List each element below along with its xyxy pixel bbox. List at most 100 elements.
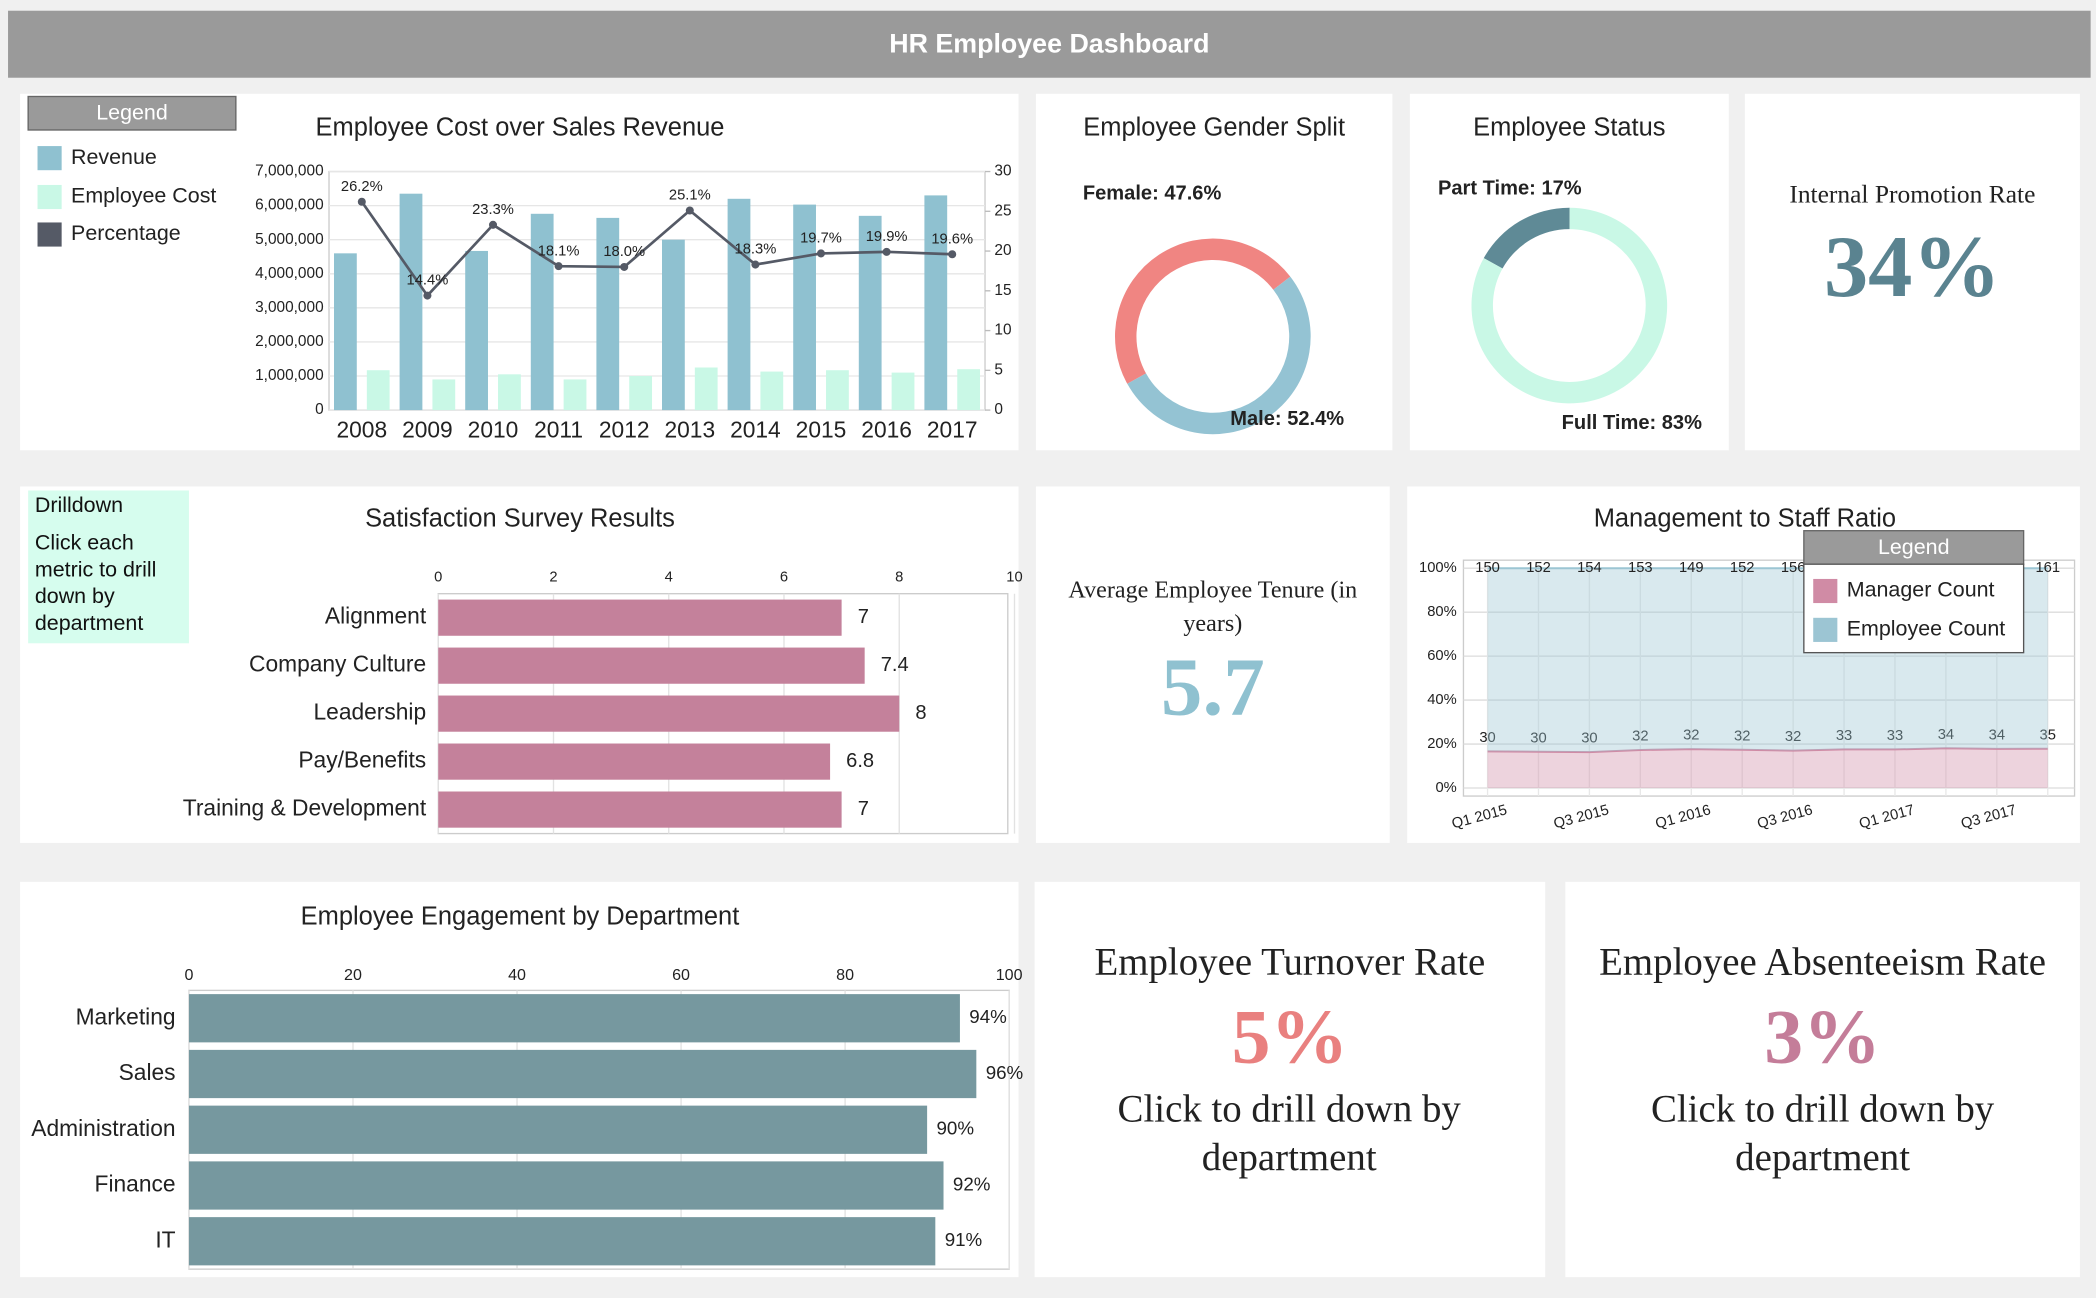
legend-label: Employee Cost bbox=[71, 184, 216, 208]
plot-frame bbox=[328, 170, 986, 411]
bar bbox=[858, 215, 882, 411]
bar bbox=[333, 253, 357, 411]
kpi-value: 5% bbox=[1231, 993, 1349, 1081]
data-label: 33 bbox=[1836, 728, 1852, 744]
bar bbox=[826, 370, 849, 411]
y2-tick-label: 25 bbox=[994, 202, 1011, 219]
data-label: 19.9% bbox=[866, 229, 908, 245]
kpi-label: Average Employee Tenure (in years) bbox=[1068, 576, 1358, 637]
x-tick-label: 2017 bbox=[927, 417, 978, 443]
y-tick-label: 1,000,000 bbox=[255, 367, 324, 384]
bar bbox=[438, 695, 900, 732]
x-tick-label: Q3 2016 bbox=[1756, 802, 1815, 832]
y-tick-label: 7,000,000 bbox=[255, 163, 324, 180]
data-label: 18.1% bbox=[538, 243, 580, 259]
drill-link[interactable]: Click to drill down by department bbox=[1117, 1088, 1461, 1180]
data-label: 33 bbox=[1887, 728, 1903, 744]
line-marker bbox=[620, 262, 629, 271]
data-label: 7 bbox=[858, 798, 869, 820]
bar bbox=[694, 367, 718, 411]
data-label: 92% bbox=[953, 1173, 991, 1194]
x-tick-label: 2015 bbox=[796, 417, 847, 443]
data-label: 14.4% bbox=[407, 273, 449, 289]
legend-label: Revenue bbox=[71, 145, 157, 169]
bar bbox=[188, 994, 960, 1043]
line-marker bbox=[816, 249, 826, 258]
panel[interactable] bbox=[1034, 881, 1546, 1278]
drilldown-text: Click each metric to drill down by depar… bbox=[34, 532, 157, 636]
donut-segment bbox=[1115, 238, 1291, 384]
data-label: 153 bbox=[1628, 560, 1653, 576]
bar bbox=[924, 195, 948, 411]
data-label: 35 bbox=[2040, 727, 2056, 743]
bar bbox=[188, 1217, 936, 1266]
y-tick-label: 4,000,000 bbox=[255, 265, 324, 282]
x-tick-label: Q1 2017 bbox=[1858, 802, 1917, 832]
bar bbox=[662, 239, 685, 411]
bar bbox=[438, 743, 831, 780]
y-tick-label: 100% bbox=[1419, 560, 1457, 576]
y-tick-label: Alignment bbox=[325, 603, 427, 629]
kpi-value: 3% bbox=[1764, 993, 1881, 1081]
data-label: 6.8 bbox=[846, 750, 874, 772]
x-tick-label: Q3 2015 bbox=[1552, 802, 1611, 832]
kpi-value: 5.7 bbox=[1160, 641, 1265, 734]
line-marker bbox=[685, 206, 694, 215]
legend-swatch bbox=[37, 184, 62, 210]
drill-link[interactable]: Click to drill down by department bbox=[1650, 1088, 1995, 1180]
x-tick-label: 2009 bbox=[402, 417, 453, 443]
y-tick-label: 80% bbox=[1427, 604, 1457, 620]
x-tick-label: 2010 bbox=[468, 417, 519, 443]
y-tick-label: 5,000,000 bbox=[255, 231, 324, 248]
data-label: Part Time: 17% bbox=[1438, 177, 1582, 199]
data-label: 156 bbox=[1781, 560, 1806, 576]
y-tick-label: IT bbox=[155, 1226, 175, 1252]
data-label: 32 bbox=[1683, 728, 1699, 744]
data-label: 161 bbox=[2035, 560, 2060, 576]
data-label: Female: 47.6% bbox=[1083, 183, 1222, 205]
bar bbox=[629, 376, 653, 411]
data-label: 26.2% bbox=[341, 179, 383, 195]
data-label: 96% bbox=[986, 1062, 1024, 1083]
drilldown-note: Drilldown Click each metric to drill dow… bbox=[28, 490, 189, 644]
kpi-value: 34% bbox=[1823, 218, 2001, 317]
x-tick-label: 0 bbox=[434, 569, 442, 585]
chart-title: Employee Gender Split bbox=[1083, 113, 1345, 141]
y2-tick-label: 15 bbox=[994, 282, 1011, 299]
data-label: 154 bbox=[1577, 560, 1602, 576]
panel[interactable] bbox=[1565, 881, 2080, 1278]
data-label: 34 bbox=[1989, 727, 2005, 743]
bar bbox=[188, 1161, 944, 1210]
y-tick-label: 20% bbox=[1427, 736, 1457, 752]
panel bbox=[1035, 93, 1393, 451]
data-label: 152 bbox=[1730, 560, 1755, 576]
y-tick-label: 40% bbox=[1427, 692, 1457, 708]
data-label: 91% bbox=[945, 1229, 983, 1250]
data-label: 150 bbox=[1475, 560, 1500, 576]
chart-title: Management to Staff Ratio bbox=[1594, 505, 1896, 533]
line-marker bbox=[423, 291, 432, 300]
legend-title: Legend bbox=[1878, 535, 1950, 559]
data-label: 19.6% bbox=[931, 231, 973, 247]
x-tick-label: 4 bbox=[665, 569, 673, 585]
y-tick-label: Marketing bbox=[76, 1003, 176, 1029]
data-label: 30 bbox=[1479, 730, 1495, 746]
y-tick-label: Administration bbox=[31, 1115, 175, 1141]
line bbox=[360, 200, 953, 298]
data-label: 23.3% bbox=[472, 202, 514, 218]
x-tick-label: 20 bbox=[344, 966, 362, 984]
line-marker bbox=[357, 197, 366, 206]
chart-title: Employee Engagement by Department bbox=[301, 903, 740, 931]
x-tick-label: 2014 bbox=[730, 417, 781, 443]
legend-swatch bbox=[1813, 578, 1838, 604]
y-tick-label: Training & Development bbox=[183, 795, 427, 821]
bar bbox=[563, 379, 587, 411]
legend-swatch bbox=[37, 146, 62, 171]
data-label: 8 bbox=[915, 702, 926, 724]
y-tick-label: 3,000,000 bbox=[255, 299, 324, 316]
x-tick-label: Q3 2017 bbox=[1959, 802, 2018, 832]
bar bbox=[727, 198, 751, 411]
y2-tick-label: 10 bbox=[994, 322, 1011, 339]
legend-swatch bbox=[37, 222, 62, 247]
